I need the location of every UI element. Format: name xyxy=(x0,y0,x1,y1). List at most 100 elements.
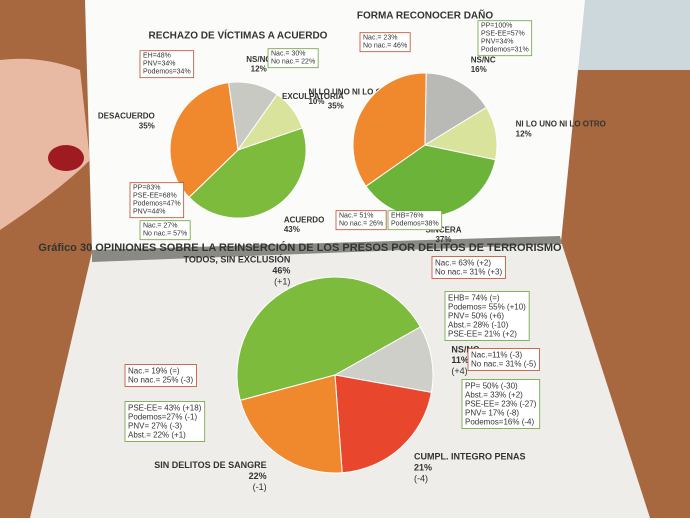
annotation-line: EH=48% xyxy=(143,53,171,60)
annotation-line: Podemos=34% xyxy=(143,69,191,76)
annotation-line: No nac.= 26% xyxy=(339,221,383,228)
annotation-frame xyxy=(444,291,530,341)
annotation-line: Nac.=11% (-3) xyxy=(471,351,523,360)
annotation-frame xyxy=(139,220,191,241)
annotation-box: Nac.= 63% (+2)No nac.= 31% (+3) xyxy=(431,256,506,279)
value-label: 11% xyxy=(451,355,469,365)
annotation-line: PNV= 27% (-3) xyxy=(128,422,182,431)
annotation-box: PP= 50% (-30)Abst.= 33% (+2)PSE-EE= 23% … xyxy=(461,379,541,429)
value-label: 35% xyxy=(139,121,155,130)
value-label: 22% xyxy=(249,471,267,481)
annotation-line: No nac.= 22% xyxy=(271,59,315,66)
annotation-frame xyxy=(387,210,443,231)
value-label: 12% xyxy=(251,64,267,73)
slice-label: TODOS, SIN EXCLUSIÓN xyxy=(184,254,291,265)
annotation-line: PNV= 50% (+6) xyxy=(448,312,504,321)
slice-label: CUMPL. INTEGRO PENAS xyxy=(414,452,526,462)
annotation-frame xyxy=(359,32,411,53)
annotation-frame xyxy=(467,348,540,371)
annotation-frame xyxy=(431,256,506,279)
annotation-box: PP=100%PSE-EE=57%PNV=34%Podemos=31% xyxy=(477,20,533,57)
annotation-line: Nac.= 23% xyxy=(363,35,397,42)
pie-slice xyxy=(334,374,433,474)
value-label: 46% xyxy=(272,266,290,276)
annotation-line: PNV= 17% (-8) xyxy=(465,409,519,418)
annotation-line: Podemos= 55% (+10) xyxy=(448,303,526,312)
annotation-box: Nac.=11% (-3)No nac.= 31% (-5) xyxy=(467,348,540,371)
annotation-line: Podemos=38% xyxy=(391,221,439,228)
annotation-box: Nac.= 19% (=)No nac.= 25% (-3) xyxy=(124,364,197,387)
annotation-line: Podemos=31% xyxy=(481,47,529,54)
annotation-box: EHB=76%Podemos=38% xyxy=(387,210,443,231)
annotation-box: Nac.= 30%No nac.= 22% xyxy=(267,48,319,69)
annotation-line: PP=100% xyxy=(481,23,512,30)
slice-label: EXCULPATORIA xyxy=(282,92,344,101)
value-label: 10% xyxy=(308,97,324,106)
annotation-frame xyxy=(477,20,533,57)
annotation-line: PSE-EE= 43% (+18) xyxy=(128,404,202,413)
annotation-frame xyxy=(124,364,197,387)
annotation-line: No nac.= 31% (+3) xyxy=(435,268,502,277)
pie-slice xyxy=(424,72,488,146)
annotation-line: Podemos=27% (-1) xyxy=(128,413,197,422)
annotation-frame xyxy=(129,182,185,219)
annotation-frame xyxy=(461,379,541,429)
annotation-line: Nac.= 51% xyxy=(339,213,373,220)
value-label: 16% xyxy=(471,65,487,74)
change-label: (+4) xyxy=(451,366,467,376)
annotation-line: Abst.= 33% (+2) xyxy=(465,391,523,400)
annotation-line: Nac.= 30% xyxy=(271,51,305,58)
annotation-line: Abst.= 28% (-10) xyxy=(448,321,509,330)
chart-title: RECHAZO DE VÍCTIMAS A ACUERDO xyxy=(149,29,328,42)
annotation-line: No nac.= 57% xyxy=(143,231,187,238)
slice-label: NS/NC xyxy=(471,55,496,64)
annotation-line: Nac.= 63% (+2) xyxy=(435,259,491,268)
chart-title: FORMA RECONOCER DAÑO xyxy=(357,9,494,22)
annotation-box: EHB= 74% (=)Podemos= 55% (+10)PNV= 50% (… xyxy=(444,291,530,341)
annotation-line: PSE-EE=57% xyxy=(481,31,525,38)
slice-label: SINCERA xyxy=(425,225,461,234)
slice-label: NI LO UNO NI LO OTRO xyxy=(516,120,606,129)
value-label: 21% xyxy=(414,462,432,472)
pie-slice xyxy=(239,374,343,474)
annotation-line: EHB=76% xyxy=(391,213,424,220)
pie-slice xyxy=(352,72,427,187)
annotation-line: Podemos=16% (-4) xyxy=(465,418,534,427)
pie-slice xyxy=(236,276,422,401)
annotation-line: PP=83% xyxy=(133,185,160,192)
annotation-line: No nac.= 31% (-5) xyxy=(471,360,536,369)
chart-title: Gráfico 30 OPINIONES SOBRE LA REINSERCIÓ… xyxy=(38,241,562,254)
slice-label: ACUERDO xyxy=(284,215,324,224)
annotation-line: EHB= 74% (=) xyxy=(448,294,500,303)
annotation-line: PP= 50% (-30) xyxy=(465,382,518,391)
slice-label: NS/NC xyxy=(451,344,480,354)
annotation-line: PNV=34% xyxy=(481,39,514,46)
annotation-frame xyxy=(335,210,387,231)
annotation-frame xyxy=(267,48,319,69)
value-label: 12% xyxy=(516,129,532,138)
annotation-box: Nac.= 23%No nac.= 46% xyxy=(359,32,411,53)
annotation-line: No nac.= 46% xyxy=(363,43,407,50)
annotation-box: Nac.= 51%No nac.= 26% xyxy=(335,210,387,231)
annotation-line: PSE-EE= 23% (-27) xyxy=(465,400,537,409)
annotation-line: Nac.= 27% xyxy=(143,223,177,230)
annotation-line: No nac.= 25% (-3) xyxy=(128,376,193,385)
slice-label: NI LO UNO NI LO OTRO xyxy=(308,88,398,97)
page-band xyxy=(92,236,562,262)
annotation-line: Podemos=47% xyxy=(133,201,181,208)
pie-slice xyxy=(333,326,434,393)
pie-slice xyxy=(188,127,307,219)
annotation-line: PSE-EE=68% xyxy=(133,193,177,200)
nail xyxy=(48,145,84,171)
annotation-line: Abst.= 22% (+1) xyxy=(128,431,186,440)
change-label: (-1) xyxy=(253,482,267,492)
annotation-box: PP=83%PSE-EE=68%Podemos=47%PNV=44% xyxy=(129,182,185,219)
change-label: (+1) xyxy=(274,276,290,286)
hand xyxy=(0,58,90,230)
annotation-line: PNV=34% xyxy=(143,61,176,68)
value-label: 37% xyxy=(435,235,451,244)
annotation-line: Nac.= 19% (=) xyxy=(128,367,180,376)
annotation-line: PSE-EE= 21% (+2) xyxy=(448,330,517,339)
